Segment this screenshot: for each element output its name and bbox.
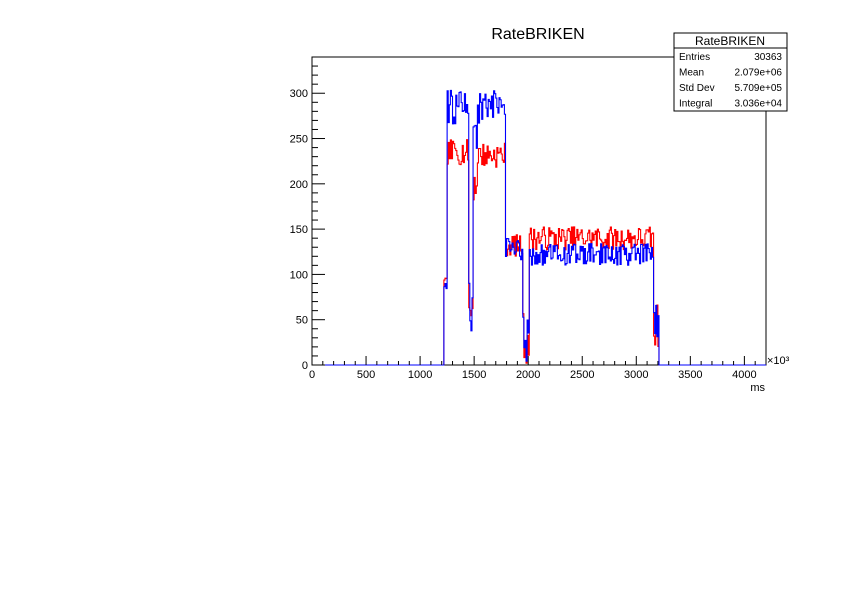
stats-row-label: Entries [679,52,710,63]
y-tick-label: 150 [290,224,308,236]
y-tick-label: 0 [302,360,308,372]
y-tick-label: 200 [290,179,308,191]
y-tick-label: 100 [290,269,308,281]
stats-row-label: Integral [679,99,712,110]
series-layer [312,89,766,366]
x-tick-label: 2000 [516,369,540,381]
stats-row-label: Mean [679,68,704,79]
y-tick-label: 50 [296,315,308,327]
x-tick-label: 1500 [462,369,486,381]
y-axis: 0 50 100 150 200 250 300 [290,65,325,372]
chart-title: RateBRIKEN [491,26,584,43]
stats-row-value: 30363 [754,52,782,63]
y-tick-label: 300 [290,88,308,100]
x-axis: 0 500 1000 1500 2000 2500 3000 3500 4000 [309,356,757,381]
x-tick-label: 500 [357,369,375,381]
stats-row-value: 2.079e+06 [734,68,782,79]
series-line-1 [312,89,766,366]
stats-box-title: RateBRIKEN [695,34,765,48]
x-tick-label: 0 [309,369,315,381]
x-tick-label: 3000 [624,369,648,381]
stats-row-label: Std Dev [679,83,715,94]
x-tick-label: 4000 [732,369,756,381]
x-tick-label: 3500 [678,369,702,381]
y-tick-label: 250 [290,134,308,146]
x-tick-label: 2500 [570,369,594,381]
stats-box: RateBRIKEN Entries 30363 Mean 2.079e+06 Std … [673,32,788,112]
stats-box-frame [673,32,788,112]
stats-rows: Entries 30363 Mean 2.079e+06 Std Dev 5.709e+0… [679,52,782,110]
series-line-0 [312,139,766,366]
x-axis-label: ms [750,382,765,394]
stats-row-value: 5.709e+05 [734,83,782,94]
x-axis-multiplier: ×10³ [767,355,790,367]
stats-row-value: 3.036e+04 [734,99,782,110]
x-tick-label: 1000 [408,369,432,381]
